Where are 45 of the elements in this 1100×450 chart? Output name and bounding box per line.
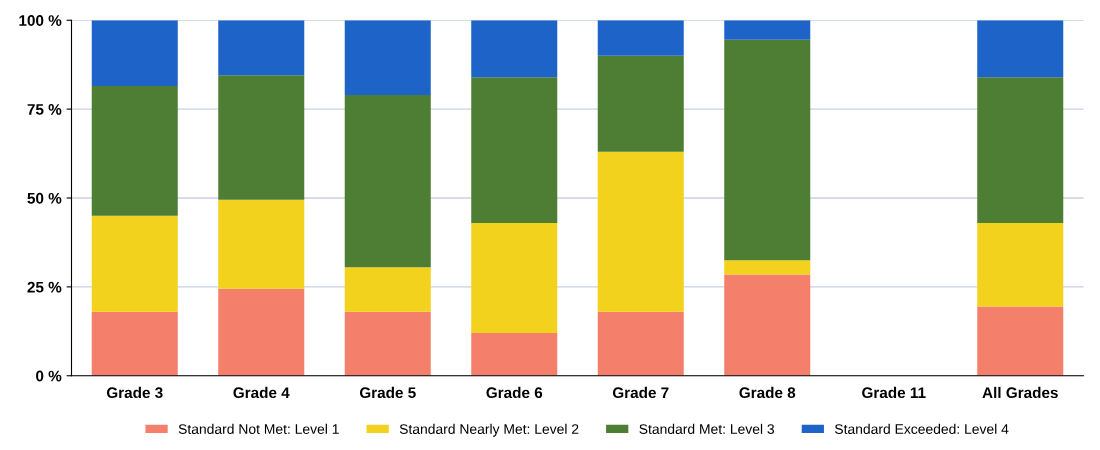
bar — [597, 20, 684, 56]
bar — [344, 94, 431, 268]
x-tick-label: Grade 7 — [612, 386, 669, 399]
bar — [597, 311, 684, 376]
bar — [724, 20, 811, 40]
y-tick-label: 50 % — [27, 192, 62, 204]
bar — [344, 311, 431, 376]
bar — [977, 77, 1064, 223]
bar — [471, 222, 558, 334]
y-tick-label: 0 % — [36, 370, 62, 382]
bar — [471, 20, 558, 78]
bar — [724, 260, 811, 275]
bar — [724, 39, 811, 261]
x-tick-label: All Grades — [982, 386, 1058, 399]
x-tick-label: Grade 4 — [233, 386, 290, 399]
bar — [344, 20, 431, 95]
bar — [91, 86, 178, 216]
bar — [344, 267, 431, 312]
bar — [597, 55, 684, 152]
bar — [597, 151, 684, 312]
bar — [977, 222, 1064, 307]
legend-label: Standard Exceeded: Level 4 — [834, 423, 1009, 434]
bar — [218, 288, 305, 376]
x-tick-label: Grade 5 — [359, 386, 416, 399]
bar — [91, 215, 178, 312]
bar — [724, 274, 811, 376]
bar — [91, 20, 178, 87]
bar — [977, 306, 1064, 376]
bar — [471, 333, 558, 376]
legend-label: Standard Met: Level 3 — [639, 423, 775, 434]
y-tick-label: 100 % — [19, 15, 62, 26]
bar — [977, 20, 1064, 78]
x-tick-label: Grade 6 — [486, 386, 543, 399]
bar — [91, 311, 178, 376]
bar — [218, 75, 305, 200]
legend-label: Standard Nearly Met: Level 2 — [399, 423, 579, 437]
bar — [218, 20, 305, 76]
y-tick-label: 75 % — [27, 104, 62, 115]
x-tick-label: Grade 11 — [862, 386, 926, 399]
bar — [471, 77, 558, 223]
legend-label: Standard Not Met: Level 1 — [178, 423, 339, 434]
x-tick-label: Grade 3 — [106, 386, 163, 399]
bar — [218, 199, 305, 289]
y-tick-label: 25 % — [27, 281, 62, 293]
x-tick-label: Grade 8 — [739, 386, 796, 399]
